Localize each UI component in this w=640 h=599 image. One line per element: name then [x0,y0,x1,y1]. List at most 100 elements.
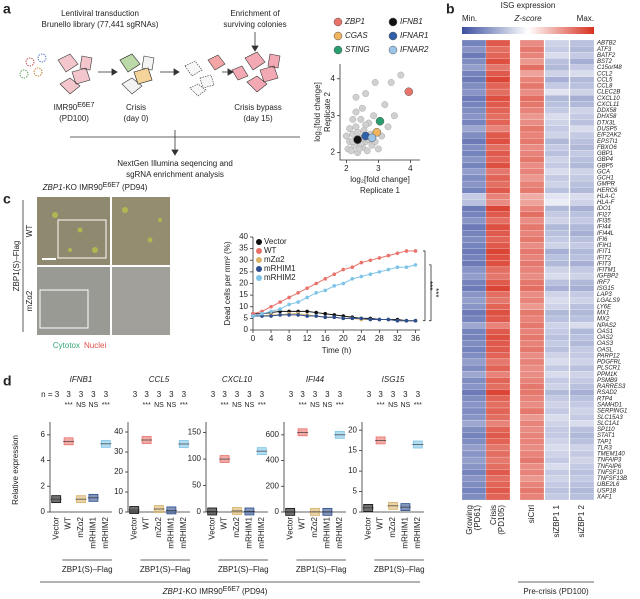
gene-label: TAP1 [597,439,612,445]
heat-cell [485,248,511,255]
heat-cell [461,322,487,329]
heat-cell [569,211,595,218]
heat-cell [461,217,487,225]
gene-label: CLEC2B [597,90,620,96]
text: IMR90 [54,103,78,112]
point [359,260,364,265]
point [349,115,357,123]
x-tick-label: WT [142,517,151,530]
heat-cell [461,469,487,476]
heat-cell [461,162,487,169]
heat-cell [519,211,545,218]
microscopy: ZBP1-KO IMR90E6E7 (PD94) WT mZα2 ZBP1(S)… [12,182,170,350]
heat-cell [544,371,570,378]
point [352,108,360,116]
heat-cell [569,493,595,501]
gene-label: IFI44L [597,231,614,237]
heat-cell [461,254,487,261]
heat-cell [485,487,511,494]
heat-cell [544,444,570,452]
heat-cell [485,426,511,433]
heat-cell [544,131,570,139]
point [314,291,318,295]
x-tick-label: 16 [321,334,330,343]
heat-cell [461,156,487,163]
heat-cell [569,52,595,59]
heat-cell [519,438,545,445]
point [395,318,400,323]
x-tick-label: 12 [303,334,312,343]
heat-cell [461,266,487,274]
heat-cell [519,279,545,286]
heat-cell [544,52,570,59]
gene-label: MX2 [597,317,610,323]
heat-cell [485,131,511,139]
point [370,112,378,120]
heat-cell [569,475,595,482]
heat-cell [519,162,545,169]
heat-cell [544,328,570,335]
color-scale [462,27,594,34]
heat-cell [544,150,570,157]
heat-cell [461,291,487,298]
heat-cell [569,187,595,194]
heat-cell [544,70,570,77]
point [367,133,377,143]
heat-cell [461,88,487,96]
chart-title: IFI44 [306,375,325,384]
gene-label: OASL [597,347,613,353]
y-tick-label: 3 [331,111,336,120]
heat-cell [544,230,570,237]
heat-cell [485,230,511,237]
point [269,309,273,314]
heat-cell [569,414,595,421]
gene-label: GCH1 [597,176,614,182]
point [296,300,300,304]
panel-label: a [3,1,11,17]
point [353,135,362,144]
heat-cell [485,76,511,84]
heat-cell [544,254,570,261]
heat-cell [544,266,570,274]
heat-cell [461,64,487,71]
heat-cell [485,254,511,261]
gene-label: TNFAIP6 [597,464,622,470]
significance: NS [232,402,242,409]
panel-label: d [3,373,12,389]
gene-label: OAS3 [597,341,614,347]
gene-label: ATF3 [596,47,612,53]
x-tick-label: mRHIM2 [257,516,266,548]
heat-cell [519,52,545,59]
heat-cell [519,187,545,194]
heat-cell [519,113,545,120]
gene-label: DHX58 [597,114,617,120]
gene-label: GCA [597,169,610,175]
heat-cell [569,401,595,409]
heat-cell [544,144,570,151]
heat-cell [569,291,595,298]
heat-cell [544,174,570,182]
group-label: ZBP1(S)–Flag [218,565,269,574]
heat-cell [519,383,545,390]
point [374,145,382,153]
stain-label: Nuclei [84,341,106,350]
x-tick-label: Vector [363,517,372,540]
x-tick-label: mRHIM2 [101,516,110,548]
heat-cell [485,119,511,126]
gene-label: TNFSF10 [597,470,624,476]
gene-label: RTP4 [597,396,613,402]
point [323,315,328,320]
x-tick-label: 3 [376,164,381,173]
heat-cell [485,463,511,470]
heat-cell [485,420,511,427]
heat-cell [485,309,511,317]
heat-cell [461,383,487,390]
heat-cell [544,217,570,225]
heat-cell [519,395,545,402]
gene-label: TNFAIP3 [597,458,622,464]
heat-cell [544,340,570,347]
heat-cell [544,88,570,96]
heat-cell [485,205,511,212]
significance: *** [336,402,344,409]
heat-cell [485,101,511,108]
